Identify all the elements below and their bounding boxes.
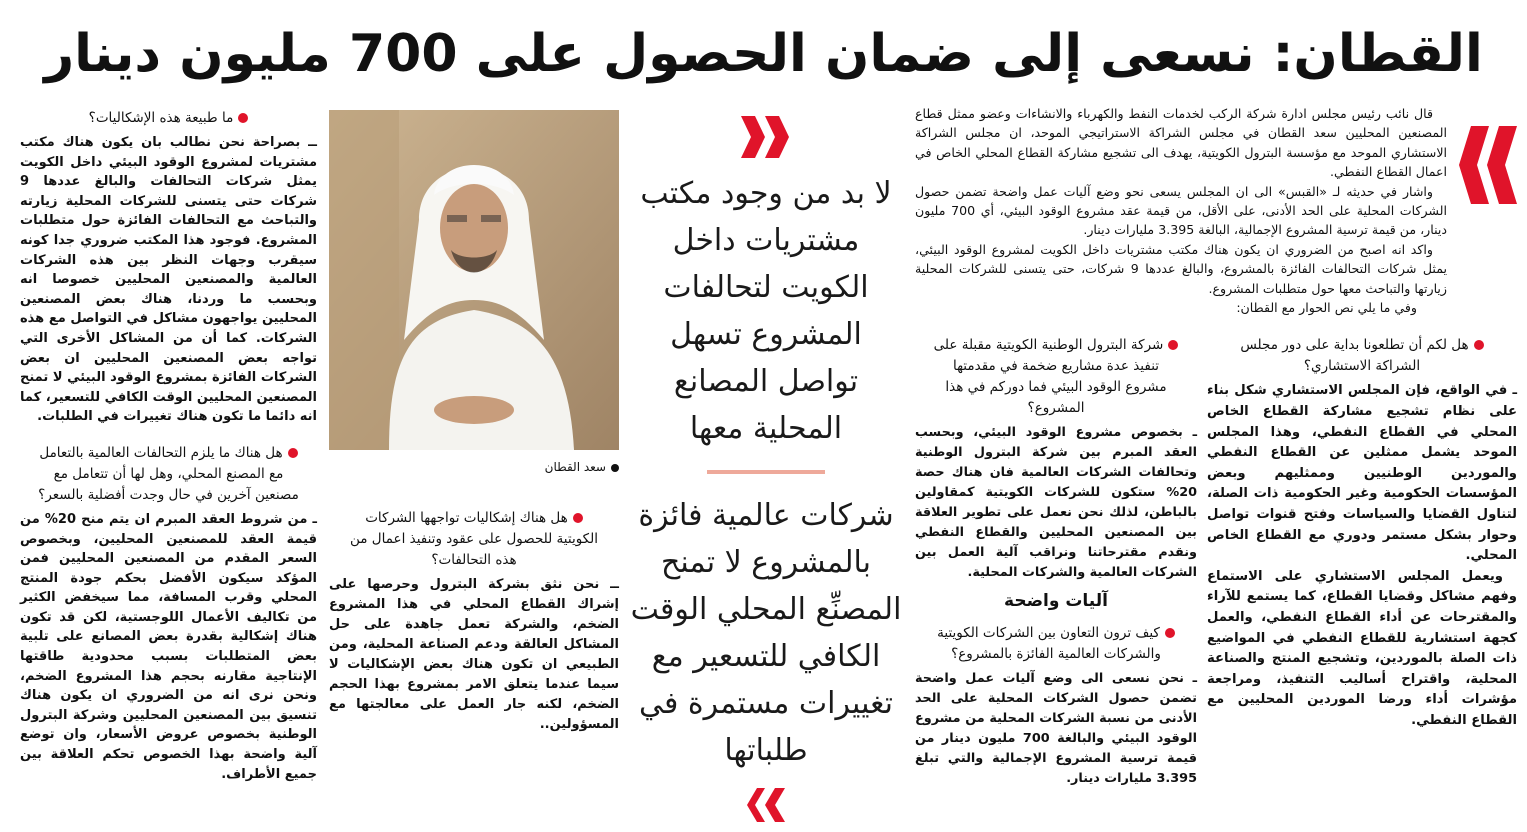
intro: قال نائب رئيس مجلس ادارة شركة الركب لخدم… xyxy=(915,104,1447,317)
sub-columns: هل لكم أن تطلعونا بداية على دور مجلس الش… xyxy=(915,331,1517,789)
open-quote-chevron-icon xyxy=(741,116,789,158)
article-body: قال نائب رئيس مجلس ادارة شركة الركب لخدم… xyxy=(0,98,1527,832)
answer: ــ بصراحة نحن نطالب بان يكون هناك مكتب م… xyxy=(20,135,317,425)
intro-paragraph: واكد انه اصبح من الضروري ان يكون هناك مك… xyxy=(915,241,1448,296)
question: هل هناك ما يلزم التحالفات العالمية بالتع… xyxy=(38,444,299,503)
pull-quote: لا بد من وجود مكتب مشتريات داخل الكويت ل… xyxy=(640,176,892,446)
column-mid-right: شركة البترول الوطنية الكويتية مقبلة على … xyxy=(915,331,1197,789)
pull-quote: شركات عالمية فائزة بالمشروع لا تمنح المص… xyxy=(630,498,902,768)
bullet-icon xyxy=(287,447,298,458)
answer: ـ نحن نسعى الى وضع آليات عمل واضحة تضمن … xyxy=(915,671,1197,787)
intro-row: قال نائب رئيس مجلس ادارة شركة الركب لخدم… xyxy=(915,104,1517,317)
answer: ــ نحن نثق بشركة البترول وحرصها على إشرا… xyxy=(329,577,619,732)
question: كيف ترون التعاون بين الشركات الكويتية وا… xyxy=(915,623,1197,665)
answer-paragraph: ـ في الواقع، فإن المجلس الاستشاري شكل بن… xyxy=(1207,383,1517,564)
bullet-icon xyxy=(238,113,249,123)
intro-paragraph: قال نائب رئيس مجلس ادارة شركة الركب لخدم… xyxy=(915,106,1447,180)
question: ما طبيعة هذه الإشكاليات؟ xyxy=(20,108,317,129)
question: هل هناك إشكاليات تواجهها الشركات الكويتي… xyxy=(350,510,598,568)
bullet-icon xyxy=(611,463,619,472)
intro-paragraph: وفي ما يلي نص الحوار مع القطان: xyxy=(1236,300,1417,316)
photo-caption: سعد القطان xyxy=(329,460,619,474)
intro-paragraph: واشار في حديثه لـ «القبس» الى ان المجلس … xyxy=(915,183,1447,238)
bullet-icon xyxy=(1164,628,1175,639)
subheading: آليات واضحة xyxy=(1004,591,1108,612)
pull-quote-column: لا بد من وجود مكتب مشتريات داخل الكويت ل… xyxy=(625,104,907,822)
close-quote-chevron-icon xyxy=(747,788,785,822)
question: هل لكم أن تطلعونا بداية على دور مجلس الش… xyxy=(1207,335,1517,377)
answer-paragraph: ويعمل المجلس الاستشاري على الاستماع وفهم… xyxy=(1207,568,1517,728)
answer: ـ من شروط العقد المبرم ان يتم منح 20% من… xyxy=(20,511,317,782)
bullet-icon xyxy=(1473,340,1484,351)
column-right: هل لكم أن تطلعونا بداية على دور مجلس الش… xyxy=(1207,331,1517,789)
portrait-photo xyxy=(329,110,619,450)
headline-text: القطان: نسعى إلى ضمان الحصول على 700 ملي… xyxy=(44,24,1484,84)
headline: القطان: نسعى إلى ضمان الحصول على 700 ملي… xyxy=(0,0,1527,98)
question: شركة البترول الوطنية الكويتية مقبلة على … xyxy=(915,335,1197,419)
answer: ـ بخصوص مشروع الوقود البيئي، وبحسب العقد… xyxy=(915,425,1197,581)
quote-chevron-icon xyxy=(1459,126,1517,204)
column-left: ما طبيعة هذه الإشكاليات؟ ــ بصراحة نحن ن… xyxy=(20,104,323,822)
bullet-icon xyxy=(1168,340,1179,351)
column-photo: سعد القطان هل هناك إشكاليات تواجهها الشر… xyxy=(323,104,625,822)
column-right-group: قال نائب رئيس مجلس ادارة شركة الركب لخدم… xyxy=(907,104,1517,822)
bullet-icon xyxy=(572,513,583,523)
divider xyxy=(707,470,825,474)
